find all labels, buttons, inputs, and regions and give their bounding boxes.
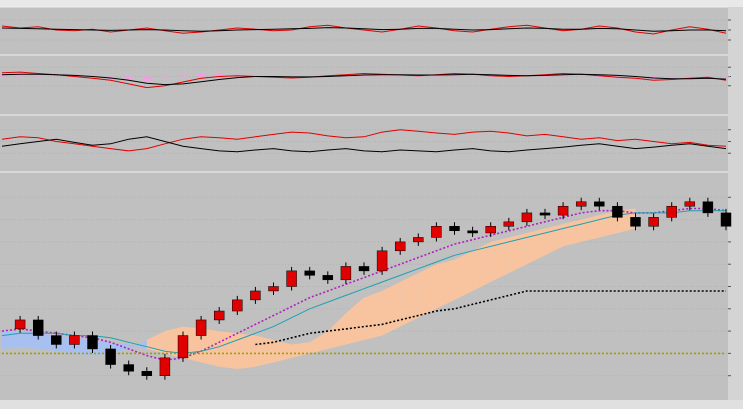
time-axis [0, 400, 743, 409]
indicator-line [1, 71, 727, 89]
cloud-segment [237, 333, 256, 370]
candle-body [720, 212, 732, 227]
cloud-segment [255, 335, 274, 367]
candle-body [250, 290, 261, 301]
cloud-segment [201, 328, 220, 367]
histogram-bar [160, 76, 169, 78]
candle-body [14, 319, 26, 330]
candle-body [648, 217, 659, 227]
histogram-bar [722, 76, 730, 78]
histogram-bar [360, 75, 368, 77]
candle-body [32, 319, 44, 336]
candle-body [195, 319, 207, 336]
candle-body [51, 335, 62, 345]
cloud-segment [327, 313, 346, 349]
candle-body [449, 226, 460, 231]
candle-body [575, 201, 587, 207]
histogram-bar [703, 75, 712, 77]
histogram-bar [142, 76, 151, 81]
candle-body [684, 201, 696, 207]
candle-body [539, 212, 551, 216]
candle-body [105, 348, 116, 365]
candle-body [159, 357, 171, 376]
cloud-segment [508, 232, 527, 274]
candle-body [87, 335, 98, 350]
cloud-segment [490, 237, 509, 283]
cloud-segment [563, 219, 582, 247]
cloud-segment [436, 259, 455, 309]
candle-body [521, 212, 533, 223]
candle-body [666, 205, 677, 218]
toolbar [0, 0, 743, 7]
candle-body [485, 226, 496, 234]
cloud-segment [418, 264, 437, 318]
histogram-bar [70, 76, 79, 78]
candle-body [503, 221, 515, 227]
candle-body [702, 201, 714, 214]
histogram-bar [595, 76, 604, 78]
indicator-line [1, 27, 727, 32]
histogram-bar [414, 76, 423, 78]
candle-body [232, 299, 243, 312]
histogram-bar [559, 75, 568, 77]
cloud-segment [128, 340, 147, 349]
histogram-bar [504, 76, 513, 78]
moving-average [1, 210, 726, 354]
candle-body [340, 266, 352, 281]
cloud-segment [454, 250, 473, 300]
indicator-line [1, 129, 727, 152]
candle-body [376, 250, 388, 272]
indicator-line [1, 136, 727, 153]
candle-body [557, 205, 569, 216]
price-axis [728, 7, 743, 400]
cloud-segment [526, 228, 545, 265]
cloud-segment [382, 282, 401, 336]
candle-body [322, 275, 334, 281]
cloud-segment [345, 297, 364, 345]
histogram-bar [124, 76, 133, 81]
candle-body [268, 286, 279, 292]
candle-body [431, 226, 442, 238]
cloud-segment [472, 241, 491, 291]
candle-body [413, 237, 424, 243]
cloud-segment [291, 342, 310, 358]
candle-body [69, 335, 80, 345]
histogram-bar [631, 76, 640, 79]
indicator-line [1, 24, 727, 35]
cloud-segment [2, 331, 21, 349]
cloud-segment [273, 340, 292, 363]
cloud-segment [400, 273, 419, 327]
histogram-bar [450, 75, 459, 77]
candle-body [594, 201, 605, 207]
histogram-bar [0, 74, 6, 77]
candle-body [358, 266, 370, 272]
histogram-bar [179, 74, 187, 77]
histogram-bar [486, 76, 495, 78]
candle-body [123, 364, 134, 372]
cloud-segment [364, 290, 383, 341]
candle-body [394, 241, 406, 252]
cloud-segment [309, 331, 328, 354]
histogram-bar [197, 73, 206, 77]
candle-body [630, 217, 641, 227]
candle-body [612, 205, 623, 218]
candle-body [177, 335, 189, 359]
candle-body [467, 230, 478, 234]
moving-average [255, 290, 726, 346]
histogram-bar [541, 75, 549, 77]
histogram-bar [88, 76, 97, 79]
candle-body [213, 310, 225, 321]
indicator-line [1, 73, 727, 86]
histogram-bar [34, 75, 43, 77]
candle-body [304, 270, 315, 276]
histogram-bar [667, 76, 676, 78]
histogram-bar [16, 74, 25, 77]
histogram-bar [215, 73, 224, 77]
candle-body [141, 370, 153, 376]
candle-body [286, 270, 297, 287]
cloud-segment [219, 331, 238, 370]
cloud-segment [581, 215, 600, 242]
